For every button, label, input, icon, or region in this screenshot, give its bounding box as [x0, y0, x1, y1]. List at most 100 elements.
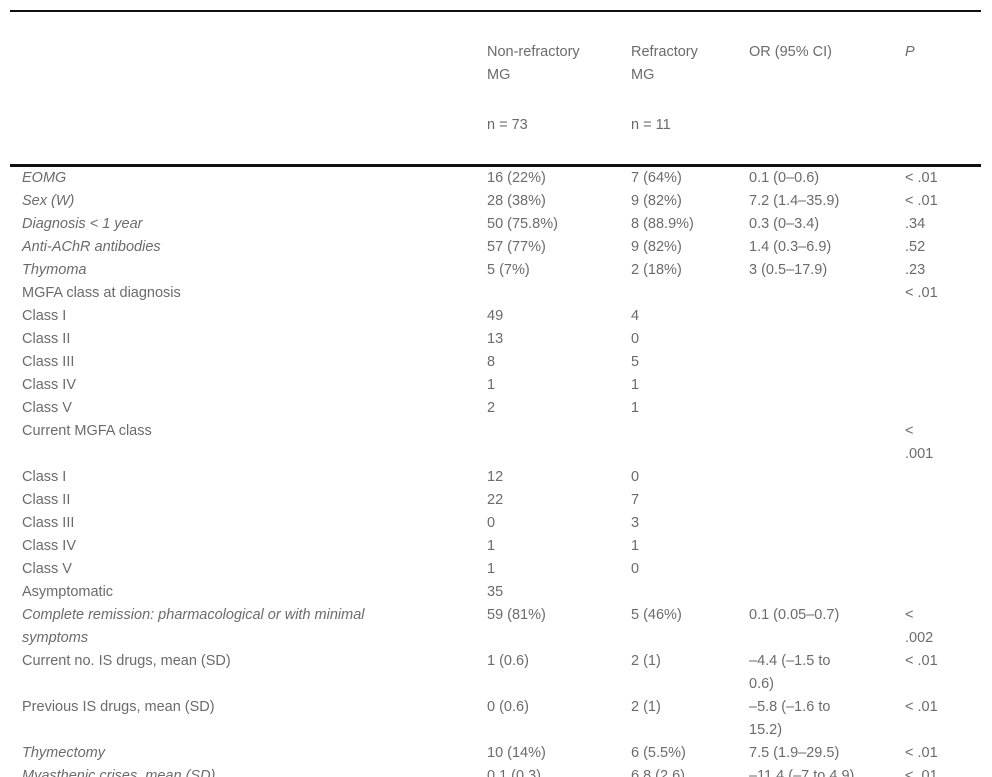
cell-nonrefractory-value: 2 [487, 400, 496, 416]
cell-refractory-value [631, 282, 749, 305]
cell-nonrefractory-value: 59 (81%) [487, 607, 546, 623]
cell-nonrefractory-value: 8 [487, 354, 496, 370]
cell-odds-ratio-value: –11.4 (–7 to 4.9) [749, 768, 855, 777]
cell-odds-ratio-value: 3 (0.5–17.9) [749, 262, 828, 278]
cell-p-value: .34 [905, 216, 926, 232]
cell-refractory-value: 9 (82%) [631, 239, 682, 255]
cell-nonrefractory-value: 1 [487, 538, 496, 554]
row-label: Thymectomy [22, 745, 105, 761]
cell-refractory-value [631, 420, 749, 466]
cell-refractory-value: 1 [631, 400, 640, 416]
cell-p-value: < .01 [905, 768, 938, 777]
row-label: Class V [22, 400, 72, 416]
table-row: Complete remission: pharmacological or w… [10, 604, 981, 650]
cell-odds-ratio-value: 7.5 (1.9–29.5) [749, 745, 840, 761]
cell-p-value: .52 [905, 239, 926, 255]
column-title-p-value: P [905, 44, 915, 60]
cell-refractory-value: 6.8 (2.6) [631, 768, 685, 777]
cell-odds-ratio-value: 0.1 (0–0.6) [749, 170, 820, 186]
cell-nonrefractory-value: 16 (22%) [487, 170, 546, 186]
row-label: Class I [22, 308, 67, 324]
cell-nonrefractory-value: 28 (38%) [487, 193, 546, 209]
cell-refractory-value: 2 (1) [631, 653, 661, 669]
cell-nonrefractory-value: 0.1 (0.3) [487, 768, 541, 777]
cell-refractory-value: 7 [631, 492, 640, 508]
table-row: MGFA class at diagnosis < .01 [10, 282, 981, 305]
table-row: Class IV 1 1 [10, 535, 981, 558]
cell-refractory-value: 1 [631, 538, 640, 554]
cell-p-value: < .01 [905, 745, 938, 761]
cell-refractory-value: 0 [631, 561, 640, 577]
cell-odds-ratio-value: 7.2 (1.4–35.9) [749, 193, 840, 209]
row-label: Class II [22, 492, 71, 508]
cell-odds-ratio-value: 0.3 (0–3.4) [749, 216, 820, 232]
row-label: Class IV [22, 377, 76, 393]
header-row: Non-refractory MG n = 73 Refractory MG n… [10, 11, 981, 167]
row-label: Sex (W) [22, 193, 75, 209]
row-label: Class II [22, 331, 71, 347]
cell-nonrefractory-value: 5 (7%) [487, 262, 530, 278]
table-row: Thymoma 5 (7%) 2 (18%) 3 (0.5–17.9) .23 [10, 259, 981, 282]
cell-nonrefractory-value: 57 (77%) [487, 239, 546, 255]
row-label: Diagnosis < 1 year [22, 216, 143, 232]
cell-refractory-value: 3 [631, 515, 640, 531]
row-label: MGFA class at diagnosis [22, 285, 181, 301]
table-row: Asymptomatic 35 [10, 581, 981, 604]
cell-refractory-value: 0 [631, 469, 640, 485]
column-title-refractory-mg: Refractory MG [631, 44, 698, 83]
cell-odds-ratio-value [749, 489, 905, 512]
table-row: Class I 12 0 [10, 466, 981, 489]
cell-nonrefractory-value: 0 [487, 515, 496, 531]
row-label: Class V [22, 561, 72, 577]
cell-odds-ratio-value [749, 581, 905, 604]
table-row: Current no. IS drugs, mean (SD) 1 (0.6) … [10, 650, 981, 696]
cell-odds-ratio-value: 0.1 (0.05–0.7) [749, 607, 840, 623]
table-row: Class V 2 1 [10, 397, 981, 420]
cell-refractory-value: 1 [631, 377, 640, 393]
row-label: Myasthenic crises, mean (SD) [22, 768, 216, 777]
cell-nonrefractory-value [487, 282, 631, 305]
cell-refractory-value: 8 (88.9%) [631, 216, 694, 232]
table-row: EOMG 16 (22%) 7 (64%) 0.1 (0–0.6) < .01 [10, 166, 981, 191]
header-cell-odds-ratio: OR (95% CI) [749, 11, 905, 167]
cell-nonrefractory-value: 13 [487, 331, 504, 347]
cell-refractory-value: 2 (1) [631, 699, 661, 715]
cell-p-value [905, 305, 981, 328]
column-title-nonrefractory-mg: Non-refractory MG [487, 44, 580, 83]
cell-refractory-value: 4 [631, 308, 640, 324]
cell-nonrefractory-value: 1 [487, 377, 496, 393]
cell-refractory-value: 5 (46%) [631, 607, 682, 623]
cell-odds-ratio-value [749, 282, 905, 305]
cell-nonrefractory-value: 50 (75.8%) [487, 216, 558, 232]
header-cell-p-value: P [905, 11, 981, 167]
cell-p-value [905, 489, 981, 512]
cell-p-value: < .01 [905, 653, 938, 669]
table-row: Class IV 1 1 [10, 374, 981, 397]
cell-odds-ratio-value [749, 535, 905, 558]
cell-p-value [905, 351, 981, 374]
cell-nonrefractory-value [487, 420, 631, 466]
cell-nonrefractory-value: 22 [487, 492, 504, 508]
cell-odds-ratio-value [749, 374, 905, 397]
cell-p-value: < .01 [905, 170, 938, 186]
cell-odds-ratio-value [749, 558, 905, 581]
cell-odds-ratio-value [749, 351, 905, 374]
cell-p-value: < .001 [905, 423, 934, 462]
cell-p-value [905, 466, 981, 489]
column-title-odds-ratio: OR (95% CI) [749, 44, 832, 60]
table-row: Diagnosis < 1 year 50 (75.8%) 8 (88.9%) … [10, 213, 981, 236]
cell-p-value [905, 535, 981, 558]
column-sample-size-refractory: n = 11 [631, 117, 671, 133]
table-row: Class II 22 7 [10, 489, 981, 512]
table-row: Sex (W) 28 (38%) 9 (82%) 7.2 (1.4–35.9) … [10, 190, 981, 213]
row-label: Previous IS drugs, mean (SD) [22, 699, 215, 715]
cell-p-value [905, 512, 981, 535]
row-label: Thymoma [22, 262, 87, 278]
header-cell-refractory: Refractory MG n = 11 [631, 11, 749, 167]
table-row: Class V 1 0 [10, 558, 981, 581]
cell-nonrefractory-value: 35 [487, 584, 504, 600]
cell-odds-ratio-value [749, 305, 905, 328]
table-row: Class I 49 4 [10, 305, 981, 328]
table-row: Myasthenic crises, mean (SD) 0.1 (0.3) 6… [10, 765, 981, 777]
row-label: Asymptomatic [22, 584, 114, 600]
